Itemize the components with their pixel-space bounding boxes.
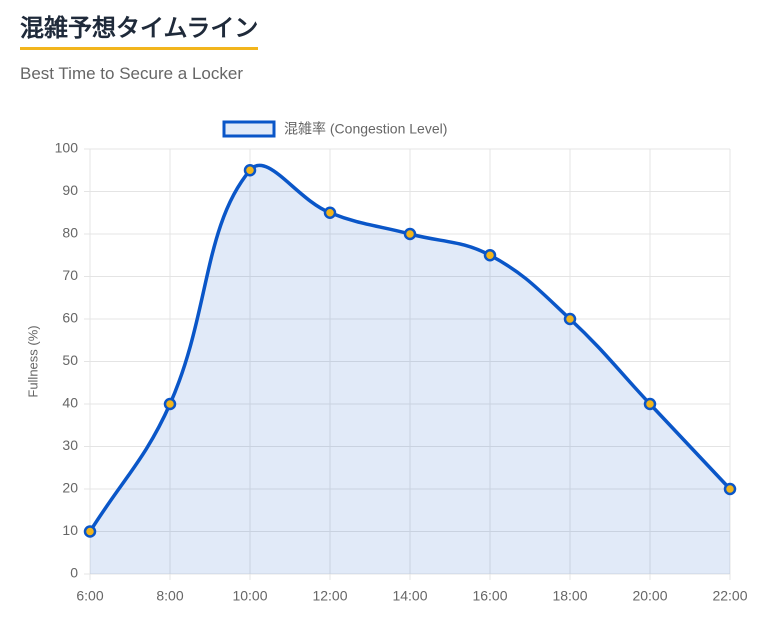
y-tick-label: 70 bbox=[62, 267, 78, 283]
line bbox=[88, 163, 732, 533]
point bbox=[483, 249, 497, 262]
x-tick-label: 18:00 bbox=[552, 588, 587, 604]
legend-swatch bbox=[222, 120, 276, 138]
point bbox=[403, 227, 417, 241]
point bbox=[243, 164, 257, 177]
x-tick-label: 10:00 bbox=[232, 588, 267, 604]
point bbox=[323, 206, 337, 219]
point bbox=[643, 397, 657, 411]
point bbox=[83, 525, 97, 538]
x-tick-label: 22:00 bbox=[712, 588, 747, 604]
x-tick-label: 8:00 bbox=[156, 588, 183, 604]
x-tick-label: 14:00 bbox=[392, 588, 427, 604]
header: 混雑予想タイムライン Best Time to Secure a Locker bbox=[20, 8, 259, 84]
y-tick-label: 40 bbox=[62, 395, 78, 411]
area bbox=[90, 165, 730, 574]
y-axis-label: Fullness (%) bbox=[25, 325, 40, 397]
title: 混雑予想タイムライン bbox=[20, 8, 259, 50]
x-tick-label: 6:00 bbox=[76, 588, 103, 604]
y-tick-label: 10 bbox=[62, 522, 78, 538]
y-tick-label: 20 bbox=[62, 480, 78, 496]
point bbox=[563, 312, 577, 326]
legend-label: 混雑率 (Congestion Level) bbox=[284, 121, 447, 137]
y-tick-label: 30 bbox=[62, 437, 78, 453]
y-tick-label: 100 bbox=[55, 140, 79, 156]
y-tick-label: 90 bbox=[62, 182, 78, 198]
x-tick-label: 20:00 bbox=[632, 588, 667, 604]
y-tick-label: 80 bbox=[62, 225, 78, 241]
point bbox=[163, 397, 177, 411]
point bbox=[723, 482, 737, 496]
subtitle: Best Time to Secure a Locker bbox=[20, 64, 243, 83]
y-tick-label: 60 bbox=[62, 310, 78, 326]
y-tick-label: 0 bbox=[70, 565, 78, 581]
x-tick-label: 16:00 bbox=[472, 588, 507, 604]
y-tick-label: 50 bbox=[62, 352, 78, 368]
x-tick-label: 12:00 bbox=[312, 588, 347, 604]
